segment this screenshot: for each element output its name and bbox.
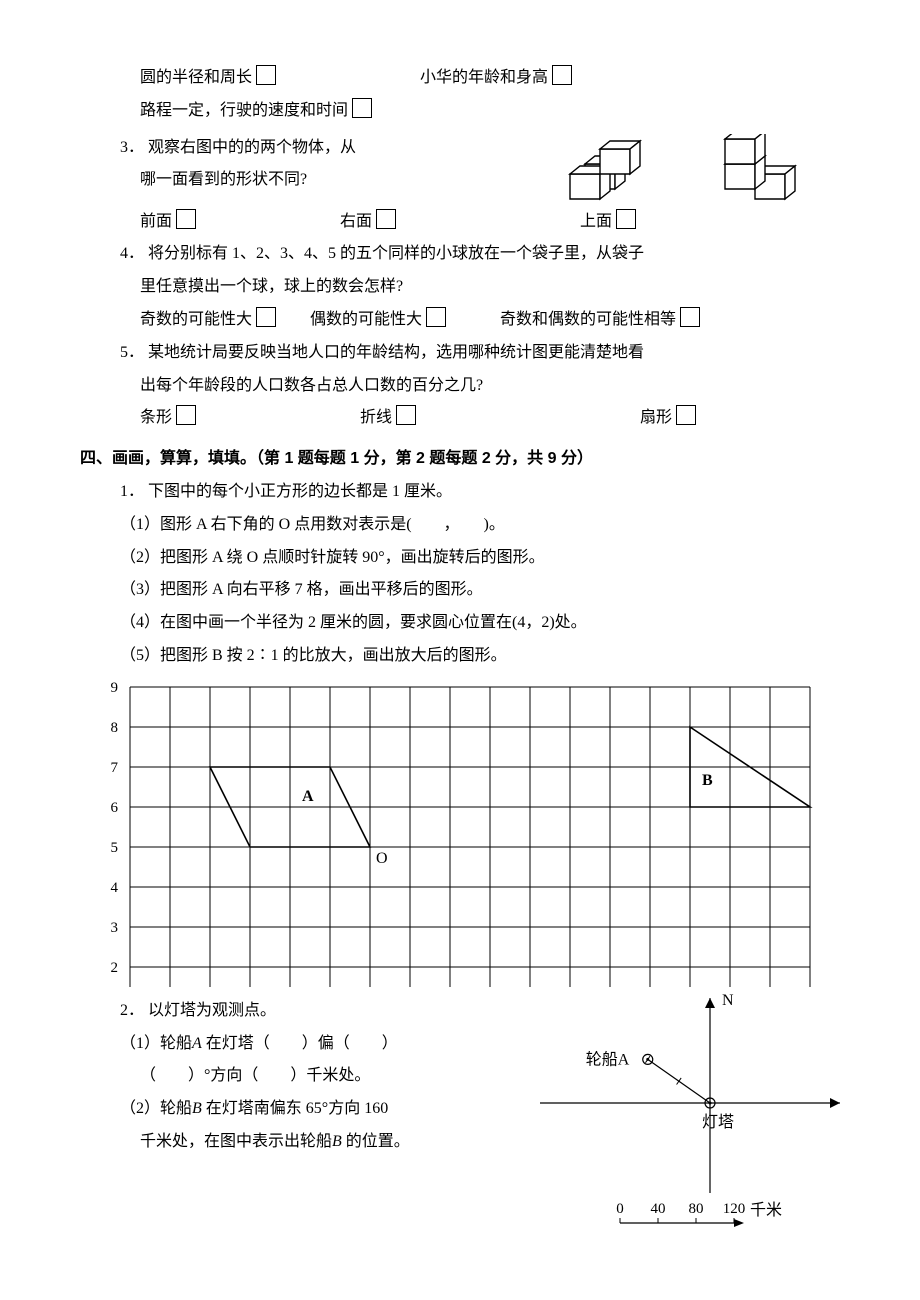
p1-sub2: （2）把图形 A 绕 O 点顺时针旋转 90°，画出旋转后的图形。: [80, 544, 840, 573]
checkbox[interactable]: [256, 307, 276, 327]
svg-text:N: N: [722, 993, 734, 1009]
p1-sub4: （4）在图中画一个半径为 2 厘米的圆，要求圆心位置在(4，2)处。: [80, 609, 840, 638]
svg-text:2: 2: [111, 960, 119, 976]
q5-num: 5．: [120, 339, 148, 368]
opt-age-height: 小华的年龄和身高: [420, 64, 572, 93]
q4-line2: 里任意摸出一个球，球上的数会怎样?: [140, 278, 403, 295]
svg-text:6: 6: [111, 800, 119, 816]
svg-text:8: 8: [111, 720, 119, 736]
checkbox[interactable]: [352, 98, 372, 118]
svg-text:千米: 千米: [750, 1201, 782, 1219]
p2-sub1-line2: （ ）°方向（ ）千米处。: [80, 1062, 480, 1091]
p2-sub1-line1: （1）轮船A 在灯塔（ ）偏（ ）: [80, 1030, 480, 1059]
opt-right: 右面: [340, 208, 580, 237]
grid-figure: 01234567891234567891011AOB: [80, 677, 840, 987]
p1-sub3: （3）把图形 A 向右平移 7 格，画出平移后的图形。: [80, 576, 840, 605]
question-4: 4．将分别标有 1、2、3、4、5 的五个同样的小球放在一个袋子里，从袋子: [80, 240, 840, 269]
svg-text:3: 3: [111, 920, 119, 936]
cube-figures: [560, 130, 840, 204]
checkbox[interactable]: [176, 209, 196, 229]
svg-text:80: 80: [689, 1201, 704, 1217]
svg-text:120: 120: [723, 1201, 746, 1217]
opt-even: 偶数的可能性大: [310, 306, 500, 335]
checkbox[interactable]: [616, 209, 636, 229]
checkbox[interactable]: [552, 65, 572, 85]
svg-text:B: B: [702, 772, 713, 789]
p2-intro: 以灯塔为观测点。: [148, 1002, 276, 1019]
pre-opts-row1: 圆的半径和周长 小华的年龄和身高: [80, 64, 840, 93]
p2-sub2-line2: 千米处，在图中表示出轮船B 的位置。: [80, 1128, 480, 1157]
checkbox[interactable]: [426, 307, 446, 327]
cube-figure-right: [710, 134, 820, 204]
p1-intro: 1．下图中的每个小正方形的边长都是 1 厘米。: [80, 478, 840, 507]
opt-line: 折线: [360, 404, 640, 433]
checkbox[interactable]: [376, 209, 396, 229]
checkbox[interactable]: [680, 307, 700, 327]
opt-front: 前面: [140, 208, 340, 237]
q3-num: 3．: [120, 134, 148, 163]
svg-text:40: 40: [651, 1201, 666, 1217]
svg-text:5: 5: [111, 840, 119, 856]
q3-opts: 前面 右面 上面: [80, 208, 840, 237]
question-3: 3．观察右图中的的两个物体，从 哪一面看到的形状不同?: [80, 130, 840, 204]
p1-sub5: （5）把图形 B 按 2∶1 的比放大，画出放大后的图形。: [80, 642, 840, 671]
opt-top: 上面: [580, 208, 636, 237]
opt-speed-time: 路程一定，行驶的速度和时间: [140, 102, 372, 119]
p2-sub2-line1: （2）轮船B 在灯塔南偏东 65°方向 160: [80, 1095, 480, 1124]
compass-figure: N 灯塔 轮船A 0 40 80 120千米: [480, 993, 840, 1253]
svg-text:轮船A: 轮船A: [586, 1050, 630, 1068]
svg-text:7: 7: [111, 760, 119, 776]
checkbox[interactable]: [396, 405, 416, 425]
opt-radius: 圆的半径和周长: [140, 64, 420, 93]
svg-text:O: O: [376, 850, 388, 867]
opt-equal: 奇数和偶数的可能性相等: [500, 306, 700, 335]
svg-text:0: 0: [616, 1201, 624, 1217]
checkbox[interactable]: [676, 405, 696, 425]
q3-line1: 观察右图中的的两个物体，从: [148, 139, 356, 156]
q4-opts: 奇数的可能性大 偶数的可能性大 奇数和偶数的可能性相等: [80, 306, 840, 335]
svg-text:4: 4: [111, 880, 119, 896]
pre-opts-row2: 路程一定，行驶的速度和时间: [80, 97, 840, 126]
opt-odd: 奇数的可能性大: [140, 306, 310, 335]
checkbox[interactable]: [176, 405, 196, 425]
svg-text:A: A: [302, 788, 314, 805]
cube-figure-left: [560, 134, 660, 204]
p1-sub1: （1）图形 A 右下角的 O 点用数对表示是( ， )。: [80, 511, 840, 540]
p2-num: 2．: [120, 997, 148, 1026]
q4-line1: 将分别标有 1、2、3、4、5 的五个同样的小球放在一个袋子里，从袋子: [148, 245, 644, 262]
section-4-title: 四、画画，算算，填填。（第 1 题每题 1 分，第 2 题每题 2 分，共 9 …: [80, 445, 840, 474]
question-5: 5．某地统计局要反映当地人口的年龄结构，选用哪种统计图更能清楚地看: [80, 339, 840, 368]
opt-pie: 扇形: [640, 404, 696, 433]
q3-line2: 哪一面看到的形状不同?: [140, 171, 307, 188]
svg-text:9: 9: [111, 680, 119, 696]
svg-text:灯塔: 灯塔: [702, 1113, 734, 1131]
q5-line2: 出每个年龄段的人口数各占总人口数的百分之几?: [140, 377, 483, 394]
q5-line1: 某地统计局要反映当地人口的年龄结构，选用哪种统计图更能清楚地看: [148, 344, 644, 361]
checkbox[interactable]: [256, 65, 276, 85]
q4-num: 4．: [120, 240, 148, 269]
p2-block: 2．以灯塔为观测点。 （1）轮船A 在灯塔（ ）偏（ ） （ ）°方向（ ）千米…: [80, 993, 840, 1253]
opt-bar: 条形: [140, 404, 360, 433]
q5-opts: 条形 折线 扇形: [80, 404, 840, 433]
